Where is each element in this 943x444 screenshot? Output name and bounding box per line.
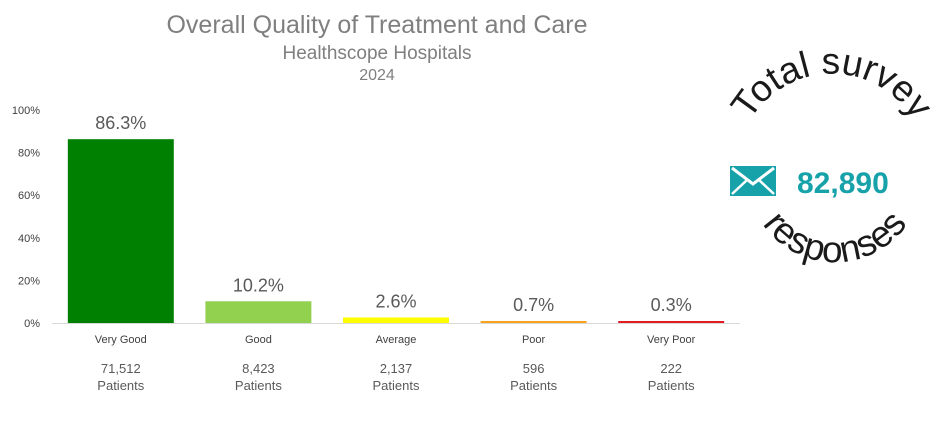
y-tick-label: 100%: [12, 105, 40, 117]
patients-label: Patients: [510, 378, 557, 393]
bar: [67, 139, 174, 323]
patients-label: Patients: [648, 378, 695, 393]
survey-widget: Total survey responses 82,890: [723, 41, 941, 271]
category-label: Average: [376, 334, 417, 346]
envelope-icon: [730, 166, 776, 196]
y-tick-label: 20%: [18, 275, 40, 287]
data-label: 2.6%: [375, 291, 416, 311]
data-label: 86.3%: [95, 113, 146, 133]
data-label: 0.7%: [513, 295, 554, 315]
category-label: Very Poor: [647, 334, 696, 346]
y-tick-label: 80%: [18, 148, 40, 160]
category-label: Good: [245, 334, 272, 346]
chart-subtitle: Healthscope Hospitals: [282, 43, 471, 64]
bar: [618, 321, 725, 323]
bar: [343, 317, 449, 323]
patient-count: 2,137: [380, 361, 413, 376]
survey-top-text: Total survey: [723, 41, 941, 126]
patient-count: 222: [660, 361, 682, 376]
patient-count: 8,423: [242, 361, 275, 376]
patient-count: 71,512: [101, 361, 141, 376]
y-tick-label: 0%: [24, 318, 40, 330]
category-label: Very Good: [95, 334, 147, 346]
patients-label: Patients: [235, 378, 282, 393]
y-axis: 0% 20% 40% 60% 80% 100%: [12, 105, 40, 330]
bars: 86.3% Very Good 71,512 Patients 10.2% Good 8,4…: [67, 113, 725, 393]
patients-label: Patients: [97, 378, 144, 393]
survey-bottom-text: responses: [756, 203, 914, 271]
bar: [480, 321, 587, 323]
data-label: 0.3%: [651, 295, 692, 315]
patients-label: Patients: [373, 378, 420, 393]
patient-count: 596: [523, 361, 545, 376]
survey-total: 82,890: [797, 167, 889, 200]
data-label: 10.2%: [233, 275, 284, 295]
chart-title: Overall Quality of Treatment and Care: [166, 11, 587, 39]
y-tick-label: 40%: [18, 233, 40, 245]
y-tick-label: 60%: [18, 190, 40, 202]
bar: [205, 301, 312, 323]
category-label: Poor: [522, 334, 546, 346]
chart-year: 2024: [359, 67, 395, 84]
